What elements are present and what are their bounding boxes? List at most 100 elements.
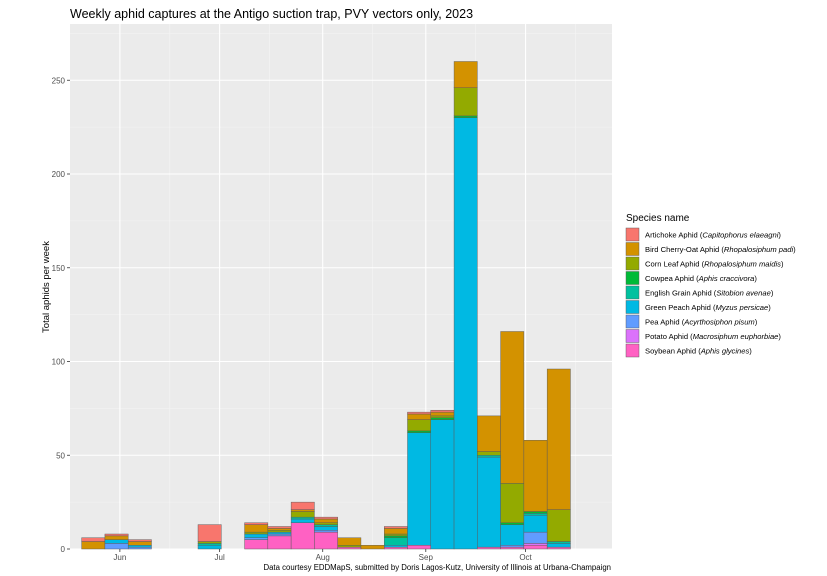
legend-item: Green Peach Aphid (Myzus persicae) — [625, 300, 771, 314]
legend-item: Potato Aphid (Macrosiphum euphorbiae) — [625, 329, 781, 343]
week-stack — [407, 411, 432, 550]
bar-segment — [290, 511, 315, 518]
bar-segment — [267, 531, 292, 535]
legend-swatch — [625, 300, 640, 314]
bar-segment — [267, 530, 292, 533]
bar-segment — [267, 528, 292, 531]
bar-segment — [384, 537, 408, 546]
bar-segment — [384, 528, 408, 535]
y-tick-label: 150 — [52, 264, 66, 273]
bar-segment — [453, 115, 478, 118]
bar-segment — [430, 417, 455, 420]
bar-segment — [546, 541, 571, 544]
week-stack — [197, 524, 222, 550]
bar-segment — [314, 516, 338, 520]
legend-swatch — [625, 343, 640, 358]
bar-segment — [290, 501, 315, 510]
bar-segment — [337, 546, 362, 550]
week-stack — [127, 539, 152, 550]
y-tick-label: 250 — [52, 76, 66, 85]
bar-segment — [407, 432, 432, 546]
bar-segment — [104, 539, 129, 544]
bar-segment — [477, 451, 501, 456]
bar-segment — [477, 546, 501, 550]
week-stack — [453, 61, 478, 550]
week-stack — [477, 415, 501, 550]
week-stack — [244, 522, 269, 550]
bar-segment — [127, 546, 152, 550]
bar-segment — [360, 545, 385, 550]
bar-segment — [477, 455, 501, 458]
bar-segment — [407, 419, 432, 432]
bar-segment — [546, 368, 571, 510]
legend-label: Corn Leaf Aphid (Rhopalosiphum maidis) — [645, 259, 784, 268]
bar-segment — [290, 509, 315, 512]
bar-segment — [384, 533, 408, 537]
x-tick-label: Sep — [419, 553, 434, 562]
legend-item: Soybean Aphid (Aphis glycines) — [625, 343, 752, 358]
week-stack — [360, 545, 385, 550]
week-stack — [337, 537, 362, 550]
y-axis-label: Total aphids per week — [41, 241, 52, 333]
week-stack — [290, 501, 315, 550]
week-stack — [104, 533, 129, 550]
caption: Data courtesy EDDMapS, submitted by Dori… — [263, 563, 611, 572]
bar-segment — [500, 483, 525, 523]
bar-segment — [290, 522, 315, 550]
bar-segment — [523, 515, 548, 533]
bar-segment — [546, 546, 571, 550]
legend-item: Corn Leaf Aphid (Rhopalosiphum maidis) — [625, 256, 784, 271]
legend-item: English Grain Aphid (Sitobion avenae) — [625, 285, 774, 300]
bar-segment — [314, 522, 338, 525]
y-tick-label: 100 — [52, 358, 66, 367]
bar-segment — [453, 61, 478, 88]
chart-title: Weekly aphid captures at the Antigo suct… — [70, 7, 473, 21]
legend-item: Pea Aphid (Acyrthosiphon pisum) — [625, 314, 758, 329]
bar-segment — [244, 522, 269, 525]
bar-segment — [81, 541, 106, 550]
bar-segment — [127, 541, 152, 546]
legend-swatch — [625, 314, 640, 329]
legend-swatch — [625, 329, 640, 343]
bar-segment — [430, 410, 455, 413]
bar-segment — [244, 539, 269, 550]
legend: Species name Artichoke Aphid (Capitophoru… — [625, 213, 796, 358]
legend-label: Potato Aphid (Macrosiphum euphorbiae) — [645, 332, 781, 341]
week-stack — [500, 331, 525, 550]
legend-swatch — [625, 242, 640, 256]
legend-swatch — [625, 285, 640, 300]
week-stack — [523, 440, 548, 550]
week-stack — [384, 526, 408, 550]
week-stack — [267, 526, 292, 550]
bar-segment — [430, 419, 455, 550]
x-tick-label: Aug — [316, 553, 330, 562]
bar-segment — [127, 539, 152, 542]
bar-segment — [523, 545, 548, 550]
bar-segment — [244, 537, 269, 540]
legend-label: Cowpea Aphid (Aphis craccivora) — [645, 274, 757, 283]
bar-segment — [500, 545, 525, 548]
week-stack — [546, 368, 571, 550]
bar-segment — [453, 117, 478, 550]
x-tick-label: Oct — [519, 553, 532, 562]
x-tick-label: Jun — [113, 553, 126, 562]
bar-segment — [430, 411, 455, 417]
week-stack — [430, 410, 455, 550]
legend-label: Bird Cherry-Oat Aphid (Rhopalosiphum pad… — [645, 245, 796, 254]
bar-segment — [384, 535, 408, 538]
bar-segment — [314, 518, 338, 523]
legend-title: Species name — [626, 213, 690, 224]
bar-segment — [127, 545, 152, 548]
bar-segment — [197, 545, 222, 550]
y-axis: 0 50 100 150 200 250 — [52, 76, 70, 554]
legend-swatch — [625, 227, 640, 242]
bar-segment — [407, 430, 432, 433]
bar-segment — [523, 513, 548, 516]
legend-item: Artichoke Aphid (Capitophorus elaeagni) — [625, 227, 781, 242]
bar-segment — [244, 531, 269, 535]
x-tick-label: Jul — [215, 553, 225, 562]
bar-segment — [337, 545, 362, 548]
bar-segment — [104, 533, 129, 537]
bar-segment — [477, 415, 501, 452]
